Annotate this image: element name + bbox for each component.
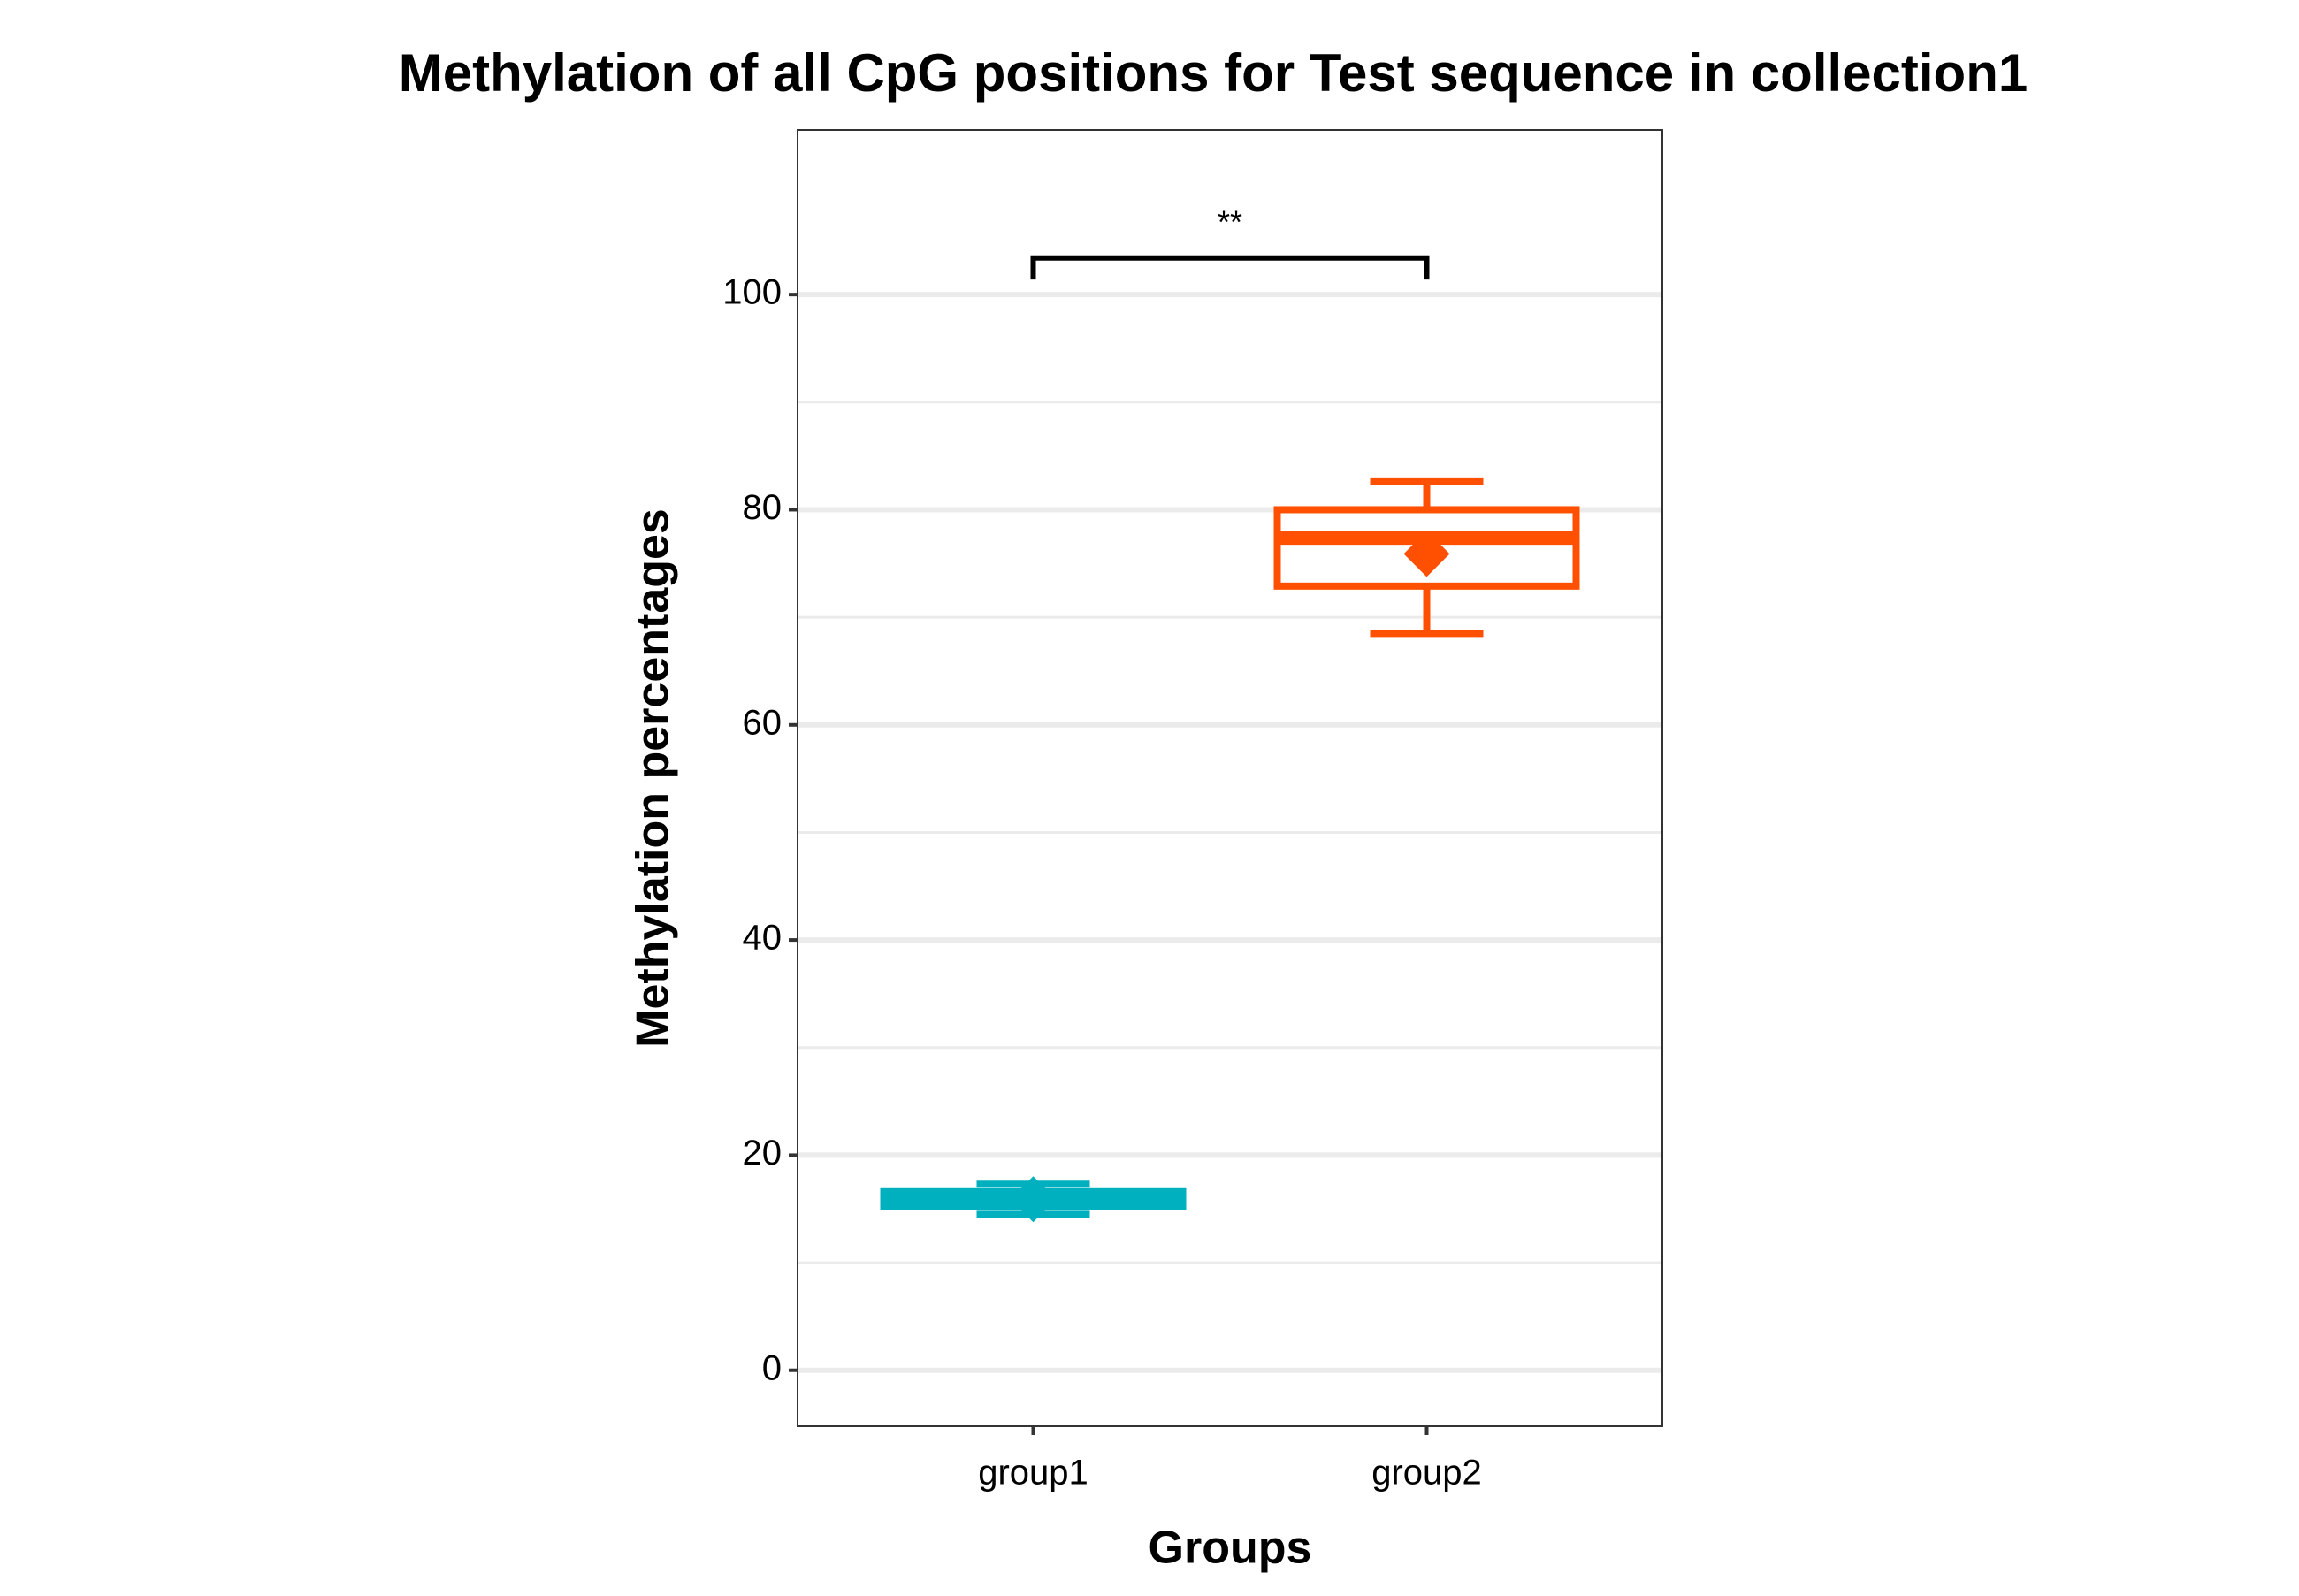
x-tick-label: group2	[1371, 1454, 1482, 1493]
x-axis-label: Groups	[1149, 1523, 1312, 1574]
box	[1273, 506, 1580, 590]
y-axis-label: Methylation percentages	[628, 508, 679, 1048]
significance-label: **	[1218, 203, 1242, 240]
chart-title: Methylation of all CpG positions for Tes…	[399, 43, 2028, 103]
plot-border	[797, 129, 1663, 1427]
mean-marker	[1010, 1176, 1057, 1223]
x-tick-label: group1	[978, 1454, 1088, 1493]
y-tick-label: 0	[762, 1348, 782, 1387]
y-tick-label: 100	[722, 273, 782, 312]
y-tick-label: 20	[743, 1134, 783, 1172]
y-tick-label: 60	[743, 703, 783, 742]
mean-marker	[1403, 531, 1450, 577]
y-tick-label: 80	[743, 488, 783, 527]
y-tick-label: 40	[743, 919, 783, 958]
significance-bracket	[1030, 255, 1430, 280]
